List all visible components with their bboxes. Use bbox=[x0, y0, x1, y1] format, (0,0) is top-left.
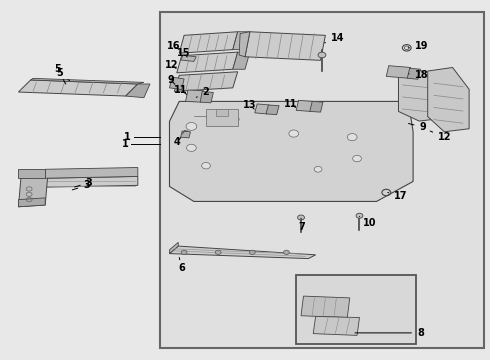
Polygon shape bbox=[45, 167, 138, 178]
Polygon shape bbox=[296, 100, 313, 111]
Polygon shape bbox=[19, 80, 138, 96]
Text: 12: 12 bbox=[430, 131, 451, 142]
Text: 19: 19 bbox=[408, 41, 428, 51]
Circle shape bbox=[318, 52, 326, 58]
Bar bbox=[160, 12, 484, 348]
Polygon shape bbox=[313, 316, 360, 336]
Text: 18: 18 bbox=[409, 70, 428, 80]
Circle shape bbox=[181, 250, 187, 255]
Bar bbox=[216, 109, 228, 116]
Text: 5: 5 bbox=[56, 68, 70, 81]
Circle shape bbox=[347, 134, 357, 141]
Polygon shape bbox=[177, 52, 238, 73]
Polygon shape bbox=[170, 77, 184, 90]
Polygon shape bbox=[233, 52, 250, 69]
Polygon shape bbox=[170, 246, 316, 258]
Circle shape bbox=[314, 166, 322, 172]
Text: 1: 1 bbox=[122, 139, 129, 149]
Text: 11: 11 bbox=[284, 99, 297, 109]
Polygon shape bbox=[310, 102, 323, 112]
Polygon shape bbox=[245, 32, 325, 60]
Polygon shape bbox=[398, 69, 440, 121]
Polygon shape bbox=[428, 67, 469, 132]
Circle shape bbox=[202, 162, 210, 169]
Text: 10: 10 bbox=[360, 216, 376, 228]
Text: 7: 7 bbox=[298, 218, 305, 232]
Polygon shape bbox=[200, 91, 213, 103]
Text: 17: 17 bbox=[388, 191, 408, 201]
Circle shape bbox=[231, 116, 239, 122]
Text: 9: 9 bbox=[168, 75, 175, 85]
Text: 3: 3 bbox=[72, 180, 90, 190]
Polygon shape bbox=[407, 68, 420, 79]
Circle shape bbox=[284, 250, 289, 255]
Polygon shape bbox=[179, 32, 238, 53]
Polygon shape bbox=[19, 198, 45, 207]
Text: 13: 13 bbox=[243, 100, 257, 110]
Text: 8: 8 bbox=[355, 328, 424, 338]
Polygon shape bbox=[181, 55, 196, 62]
Text: 3: 3 bbox=[74, 177, 93, 188]
Circle shape bbox=[356, 213, 363, 218]
Circle shape bbox=[353, 156, 362, 162]
Polygon shape bbox=[301, 296, 350, 318]
Polygon shape bbox=[170, 242, 178, 253]
Polygon shape bbox=[233, 32, 250, 50]
Text: 16: 16 bbox=[167, 41, 180, 51]
Polygon shape bbox=[45, 176, 138, 187]
Circle shape bbox=[186, 122, 197, 130]
Text: 4: 4 bbox=[173, 138, 181, 148]
Circle shape bbox=[249, 250, 255, 255]
Text: 11: 11 bbox=[174, 85, 188, 95]
Circle shape bbox=[297, 215, 304, 220]
Text: 6: 6 bbox=[178, 257, 185, 273]
Text: 12: 12 bbox=[165, 60, 179, 70]
Polygon shape bbox=[125, 84, 150, 98]
Circle shape bbox=[215, 250, 221, 255]
Text: 9: 9 bbox=[409, 122, 426, 132]
Polygon shape bbox=[19, 176, 48, 207]
Circle shape bbox=[187, 144, 196, 152]
Polygon shape bbox=[255, 104, 270, 114]
Polygon shape bbox=[30, 78, 144, 84]
Text: 1: 1 bbox=[123, 132, 130, 142]
Text: 5: 5 bbox=[54, 64, 66, 84]
Polygon shape bbox=[170, 102, 413, 202]
Polygon shape bbox=[266, 105, 279, 114]
Polygon shape bbox=[239, 32, 250, 57]
Polygon shape bbox=[386, 66, 411, 78]
Bar bbox=[206, 109, 238, 126]
Circle shape bbox=[289, 130, 298, 137]
Polygon shape bbox=[186, 90, 203, 102]
Polygon shape bbox=[174, 72, 238, 91]
Text: 2: 2 bbox=[196, 87, 209, 98]
Text: 15: 15 bbox=[177, 48, 191, 58]
Polygon shape bbox=[19, 169, 45, 178]
Bar bbox=[296, 275, 416, 344]
Text: 14: 14 bbox=[324, 33, 344, 43]
Polygon shape bbox=[181, 131, 191, 138]
